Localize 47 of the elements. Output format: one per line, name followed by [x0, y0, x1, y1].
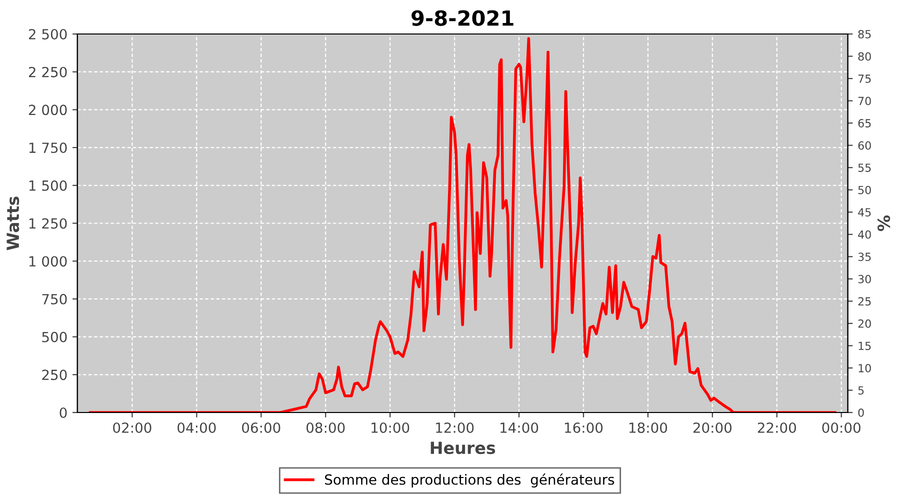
- y-axis-title: Watts: [6, 196, 20, 250]
- y-tick-label: 2 250: [28, 66, 67, 78]
- x-tick-label: 14:00: [500, 422, 538, 433]
- x-tick-label: 04:00: [178, 422, 216, 433]
- y2-tick-label: 85: [858, 30, 871, 38]
- x-tick-label: 10:00: [372, 422, 410, 433]
- x-tick-label: 22:00: [758, 422, 796, 433]
- y2-tick-label: 70: [858, 96, 871, 106]
- y2-tick-label: 65: [858, 119, 871, 128]
- x-tick-label: 00:00: [822, 422, 860, 433]
- x-tick-label: 12:00: [436, 422, 474, 433]
- y2-tick-label: 60: [858, 141, 871, 150]
- y-tick-label: 0: [60, 407, 67, 418]
- x-tick-label: 02:00: [113, 422, 152, 433]
- y2-tick-label: 50: [858, 186, 871, 194]
- y-tick-label: 1 500: [29, 180, 67, 191]
- x-tick-label: 08:00: [306, 422, 345, 433]
- y-tick-label: 1 000: [29, 256, 67, 267]
- y-tick-label: 250: [42, 370, 67, 380]
- y2-tick-label: 20: [858, 319, 871, 328]
- y-tick-label: 500: [42, 332, 67, 342]
- y2-tick-label: 45: [858, 208, 871, 216]
- y2-tick-label: 15: [858, 342, 871, 350]
- legend-label: Somme des productions des générateurs: [325, 474, 614, 488]
- y2-tick-label: 25: [858, 297, 871, 306]
- y-tick-label: 750: [42, 294, 67, 304]
- y2-tick-label: 40: [858, 230, 871, 239]
- y2-tick-label: 75: [858, 74, 871, 83]
- x-tick-label: 20:00: [693, 422, 732, 433]
- x-tick-label: 06:00: [242, 422, 280, 433]
- y2-tick-label: 80: [858, 52, 871, 61]
- chart-title: 9-8-2021: [412, 10, 514, 26]
- y-tick-label: 1 250: [29, 218, 67, 229]
- y2-tick-label: 0: [858, 408, 864, 417]
- x-tick-label: 16:00: [564, 422, 603, 433]
- y2-tick-label: 10: [858, 364, 871, 372]
- y-tick-label: 2 500: [28, 28, 67, 40]
- y2-tick-label: 5: [858, 386, 864, 395]
- line-series: [88, 37, 836, 412]
- y2-axis-title: %: [878, 215, 890, 232]
- y2-tick-label: 30: [858, 274, 871, 284]
- y2-tick-label: 35: [858, 252, 871, 262]
- y-tick-label: 2 000: [28, 104, 67, 116]
- x-tick-label: 18:00: [629, 422, 668, 433]
- x-axis-title: Heures: [430, 442, 496, 454]
- y2-tick-label: 55: [858, 164, 871, 172]
- y-tick-label: 1 750: [29, 142, 67, 154]
